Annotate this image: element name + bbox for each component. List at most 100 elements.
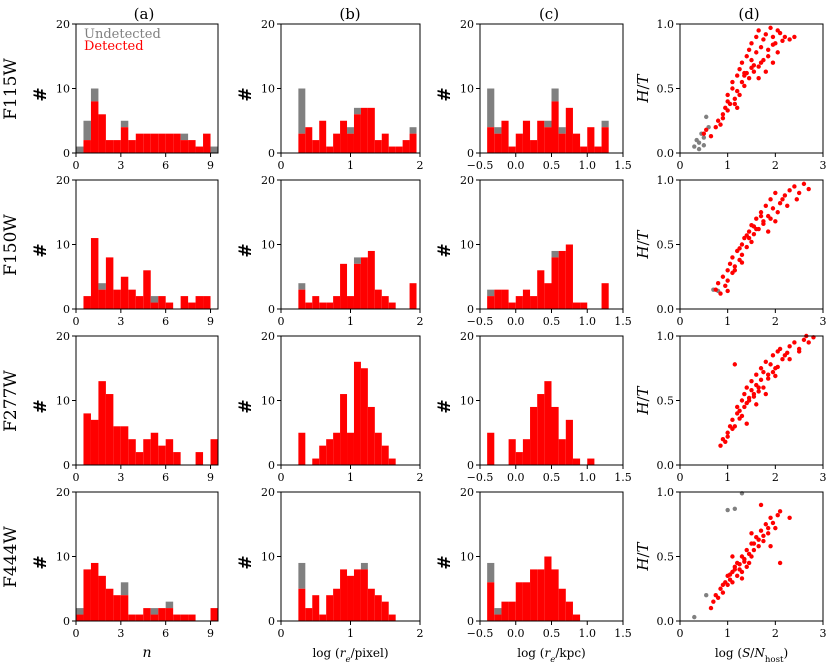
point-detected [746, 47, 752, 52]
y-tick-label: 20 [56, 486, 70, 499]
bar-detected [173, 614, 181, 621]
bar-detected [565, 419, 573, 465]
bar-detected [165, 133, 174, 153]
point-detected [768, 216, 773, 221]
point-detected [765, 525, 771, 531]
point-detected [792, 184, 797, 189]
point-detected [770, 34, 776, 40]
y-axis-label: # [236, 555, 256, 569]
panel-1-0: 0 3 6 9 0 10 20 # [31, 174, 219, 328]
bar-detected [501, 120, 509, 153]
point-detected [787, 188, 792, 193]
y-tick-label: 0.0 [657, 303, 675, 316]
bar-detected [360, 368, 368, 465]
bar-detected [565, 107, 573, 153]
bar-undetected [298, 562, 306, 589]
bar-detected [501, 289, 509, 309]
bar-detected [381, 601, 389, 621]
point-detected [761, 221, 766, 227]
point-detected [739, 576, 745, 581]
y-axis-label: # [435, 87, 455, 101]
y-tick-label: 0.5 [657, 395, 675, 408]
point-detected [749, 57, 754, 63]
point-detected [735, 73, 740, 78]
x-tick-label: 9 [207, 627, 214, 640]
point-detected [754, 372, 759, 377]
bar-detected [83, 413, 91, 465]
bar-detected [188, 302, 196, 309]
point-detected [720, 582, 726, 588]
point-detected [746, 560, 752, 566]
bar-detected [388, 302, 396, 309]
bar-detected [402, 140, 410, 153]
x-tick-label: 0.5 [543, 159, 561, 172]
bar-detected [487, 127, 495, 153]
point-detected [739, 260, 745, 265]
point-detected [761, 369, 766, 375]
bar-detected [319, 614, 327, 621]
point-detected [775, 513, 780, 518]
point-detected [770, 520, 776, 526]
bar-detected [113, 595, 121, 621]
bar-detected [565, 601, 573, 621]
bar-undetected [353, 107, 361, 115]
bar-undetected [558, 127, 566, 134]
x-tick-label: 0 [278, 471, 285, 484]
y-tick-label: 0 [63, 303, 70, 316]
bar-detected [105, 140, 114, 153]
point-detected [751, 69, 757, 74]
bar-detected [83, 569, 91, 621]
point-detected [732, 96, 738, 102]
point-detected [770, 206, 776, 211]
bar-detected [388, 458, 396, 465]
bar-detected [326, 439, 334, 465]
bar-detected [558, 439, 566, 465]
point-detected [792, 340, 797, 345]
bar-detected [340, 394, 348, 465]
bar-detected [90, 101, 99, 153]
bar-undetected [298, 283, 306, 290]
bar-detected [508, 146, 516, 153]
y-tick-label: 0 [467, 459, 474, 472]
column-title-c: (c) [539, 5, 559, 23]
y-tick-label: 1.0 [657, 330, 675, 343]
point-detected [777, 560, 783, 566]
column-title-a: (a) [134, 5, 155, 23]
bar-detected [515, 582, 523, 621]
bar-detected [210, 608, 218, 621]
x-tick-label: 1 [724, 159, 731, 172]
x-tick-label: 0 [73, 315, 80, 328]
point-detected [742, 404, 747, 410]
bar-detected [158, 608, 166, 621]
y-tick-label: 0 [63, 615, 70, 628]
point-detected [765, 376, 771, 381]
y-axis-label: # [31, 399, 51, 413]
bar-detected [312, 595, 320, 621]
point-detected [715, 118, 721, 123]
point-detected [787, 357, 792, 362]
bar-detected [158, 133, 166, 153]
x-tick-label: 6 [162, 315, 169, 328]
bar-detected [298, 432, 306, 465]
point-detected [777, 509, 783, 514]
x-tick-label: 9 [207, 159, 214, 172]
x-tick-label: 0.5 [543, 627, 561, 640]
bar-detected [312, 140, 320, 153]
bar-detected [515, 133, 523, 153]
point-detected [751, 547, 757, 553]
bar-detected [113, 289, 121, 309]
bar-undetected [551, 250, 559, 258]
y-axis-label: H/T [634, 229, 652, 259]
point-detected [737, 562, 742, 567]
x-tick-label: 3 [117, 315, 124, 328]
bar-detected [587, 127, 595, 153]
bar-detected [150, 302, 159, 309]
bar-detected [544, 556, 552, 621]
bar-detected [143, 608, 151, 621]
bar-detected [203, 133, 211, 153]
bar-detected [128, 289, 136, 309]
point-detected [775, 364, 780, 370]
point-detected [780, 357, 785, 362]
